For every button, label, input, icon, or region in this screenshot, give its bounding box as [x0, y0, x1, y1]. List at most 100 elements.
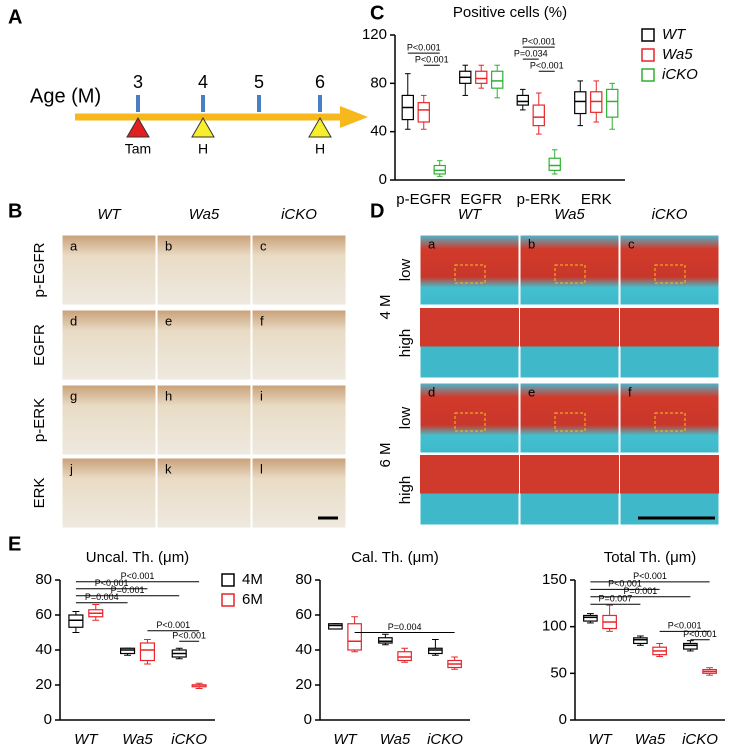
timeline-tick-label: 6	[315, 72, 325, 92]
tissue	[520, 308, 619, 347]
image-letter: b	[528, 236, 535, 251]
legend-marker	[641, 48, 655, 62]
legend-label: iCKO	[662, 66, 698, 83]
box	[428, 647, 443, 655]
box	[683, 642, 698, 650]
p-value: P=0.004	[388, 622, 422, 632]
tissue	[520, 455, 619, 494]
panel-label: D	[370, 200, 384, 222]
y-tick-label: 100	[542, 618, 567, 635]
micrograph	[419, 382, 520, 454]
p-value: P<0.001	[172, 631, 206, 641]
row-label: high	[397, 329, 414, 357]
box	[516, 94, 529, 106]
chart-title: Uncal. Th. (μm)	[86, 549, 189, 566]
p-value: P<0.001	[121, 571, 155, 581]
chart-title: Total Th. (μm)	[604, 549, 697, 566]
x-tick-label: WT	[74, 731, 99, 748]
panel-label: C	[370, 2, 384, 24]
p-value: P=0.034	[514, 49, 548, 59]
y-tick-label: 60	[35, 606, 52, 623]
legend-label: 4M	[242, 571, 263, 588]
p-value: P<0.001	[668, 621, 702, 631]
column-label: WT	[458, 206, 483, 223]
panel-label: B	[8, 200, 22, 222]
micrograph	[619, 382, 720, 454]
micrograph	[61, 234, 157, 306]
timeline-event	[126, 117, 150, 138]
image-letter: f	[628, 384, 632, 399]
chart-title: Cal. Th. (μm)	[351, 549, 439, 566]
column-label: iCKO	[281, 206, 317, 223]
panel-label: E	[8, 533, 21, 555]
roi	[554, 412, 586, 432]
tissue	[420, 308, 519, 347]
micrograph	[519, 382, 620, 454]
timeline-tick-label: 4	[198, 72, 208, 92]
box	[532, 104, 545, 127]
legend-label: WT	[662, 26, 687, 43]
micrograph	[419, 234, 520, 306]
row-label: low	[397, 407, 414, 430]
micrograph	[251, 457, 347, 529]
x-tick-label: p-ERK	[517, 191, 561, 208]
micrograph	[251, 309, 347, 381]
y-tick-label: 60	[295, 606, 312, 623]
image-letter: a	[428, 236, 436, 251]
figure-root: A B C D E Age (M) 3 4 5 6 Tam H H WT Wa5 iCKO p-EGFR a b c E…	[8, 2, 725, 748]
image-letter: a	[70, 238, 78, 253]
tissue	[620, 308, 719, 347]
micrograph	[251, 234, 347, 306]
p-value: P<0.001	[415, 55, 449, 65]
p-value: P<0.001	[95, 578, 129, 588]
box	[475, 70, 488, 84]
x-tick-label: WT	[333, 731, 358, 748]
legend-marker	[641, 68, 655, 82]
chart-title: Positive cells (%)	[453, 4, 567, 21]
tissue	[420, 455, 519, 494]
image-letter: k	[165, 461, 172, 476]
x-tick-label: p-EGFR	[396, 191, 451, 208]
x-tick-label: iCKO	[427, 731, 463, 748]
roi	[554, 264, 586, 284]
y-tick-label: 40	[35, 641, 52, 658]
micrograph	[519, 234, 620, 306]
micrograph	[156, 309, 252, 381]
box	[491, 70, 504, 89]
timeline-event-label: H	[315, 141, 325, 157]
image-letter: d	[428, 384, 435, 399]
micrograph	[156, 457, 252, 529]
micrograph	[61, 457, 157, 529]
y-tick-label: 80	[370, 74, 387, 91]
row-label: p-ERK	[31, 398, 48, 442]
p-value: P=0.007	[598, 594, 632, 604]
box	[139, 642, 155, 662]
y-tick-label: 0	[559, 711, 567, 728]
image-letter: l	[260, 461, 263, 476]
roi	[454, 264, 486, 284]
x-tick-label: WT	[588, 731, 613, 748]
y-tick-label: 120	[362, 26, 387, 43]
y-tick-label: 20	[35, 676, 52, 693]
box	[347, 623, 362, 651]
p-value: P<0.001	[156, 620, 190, 630]
p-value: P=0.001	[111, 585, 145, 595]
y-tick-label: 50	[550, 664, 567, 681]
column-label: iCKO	[652, 206, 688, 223]
roi	[654, 412, 686, 432]
image-letter: h	[165, 388, 172, 403]
timeline-event	[191, 117, 215, 138]
box	[633, 637, 648, 645]
box	[68, 614, 84, 628]
p-value: P<0.001	[633, 571, 667, 581]
column-label: WT	[97, 206, 122, 223]
y-tick-label: 20	[295, 676, 312, 693]
x-tick-label: Wa5	[380, 731, 411, 748]
x-tick-label: Wa5	[122, 731, 153, 748]
image-letter: d	[70, 313, 77, 328]
image-letter: b	[165, 238, 172, 253]
x-tick-label: ERK	[581, 191, 612, 208]
box	[606, 88, 619, 118]
micrograph	[251, 384, 347, 456]
timeline-arrow	[340, 106, 368, 128]
